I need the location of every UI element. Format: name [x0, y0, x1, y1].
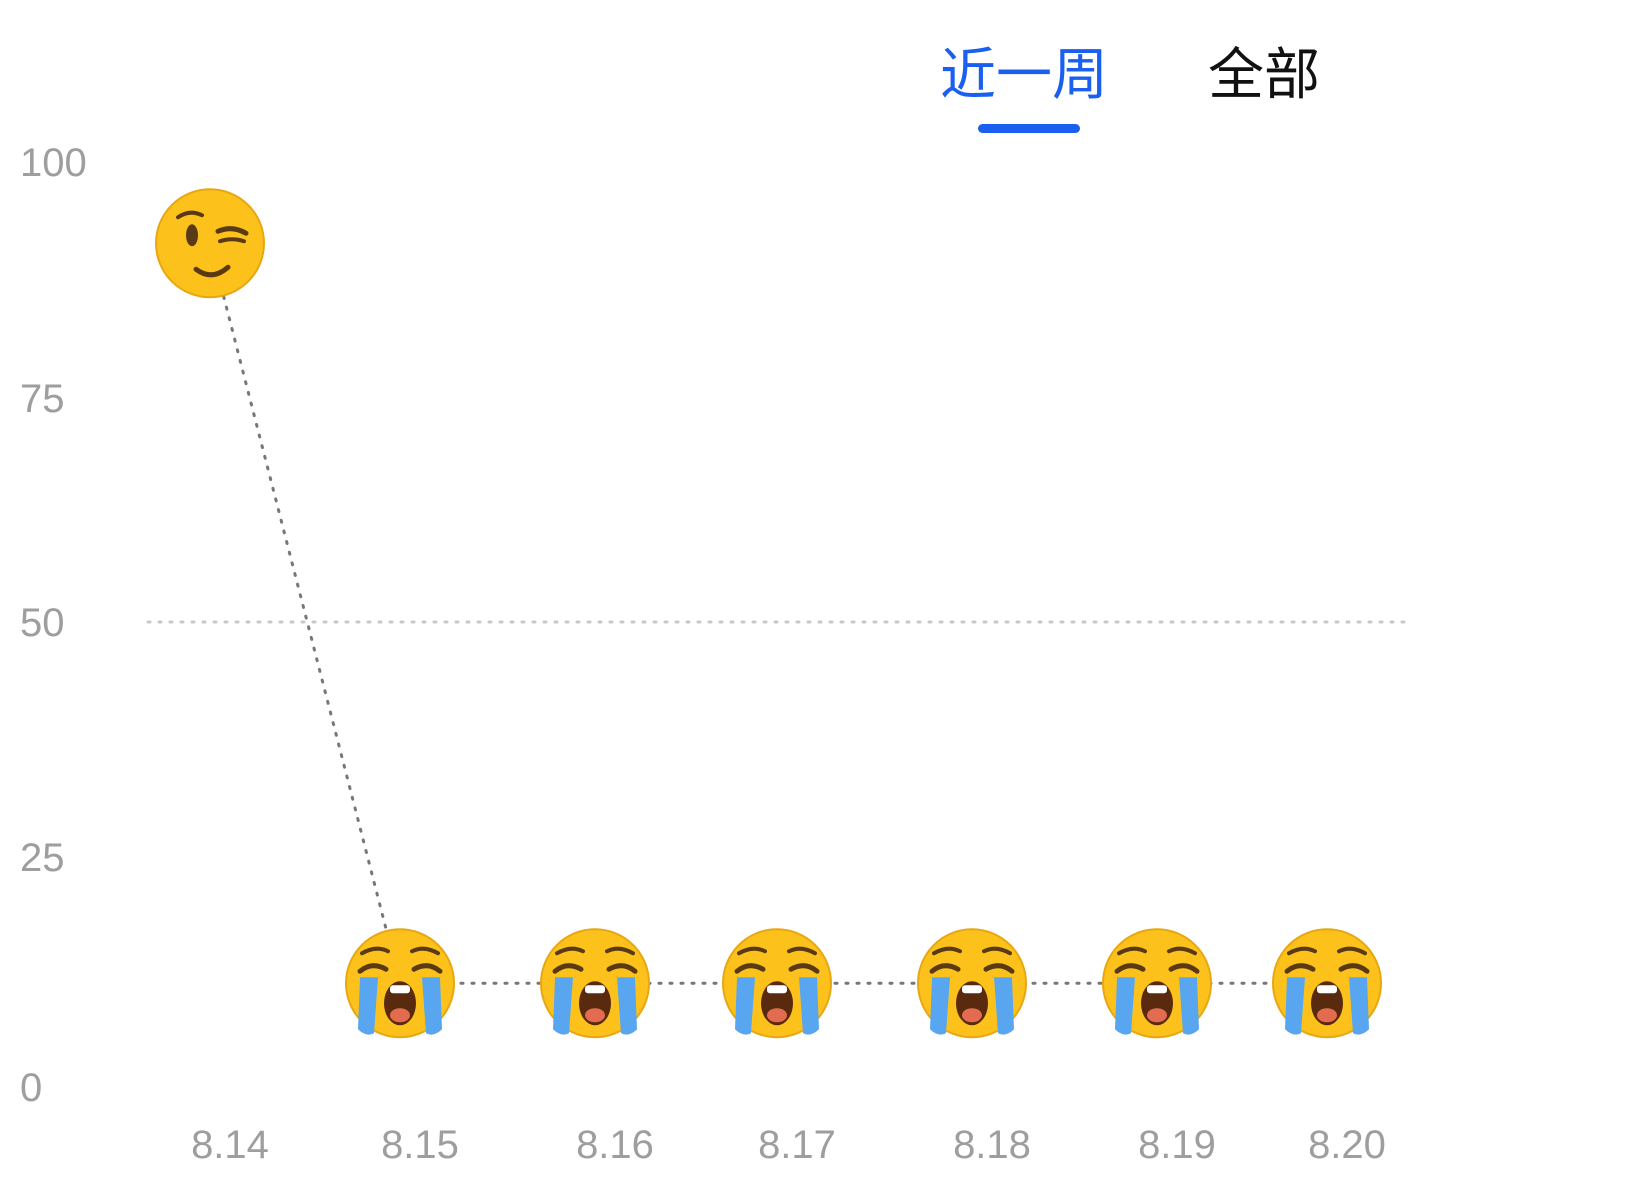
data-point [155, 188, 265, 299]
data-point [540, 928, 650, 1039]
data-point [1272, 928, 1382, 1039]
x-tick-label: 8.19 [1138, 1123, 1216, 1167]
y-tick-label: 0 [20, 1066, 42, 1110]
x-tick-label: 8.14 [191, 1123, 269, 1167]
y-tick-label: 100 [20, 141, 87, 185]
tab-recent-week[interactable]: 近一周 [940, 43, 1108, 108]
loudly-crying-face-icon [722, 928, 832, 1039]
x-tick-label: 8.16 [576, 1123, 654, 1167]
loudly-crying-face-icon [917, 928, 1027, 1039]
loudly-crying-face-icon [540, 928, 650, 1039]
tab-all[interactable]: 全部 [1208, 43, 1320, 108]
data-point [1102, 928, 1212, 1039]
y-tick-label: 75 [20, 377, 65, 421]
x-tick-label: 8.18 [953, 1123, 1031, 1167]
data-point [722, 928, 832, 1039]
winking-face-icon [155, 188, 265, 299]
data-point [345, 928, 455, 1039]
data-point [917, 928, 1027, 1039]
loudly-crying-face-icon [1272, 928, 1382, 1039]
y-tick-label: 50 [20, 601, 65, 645]
x-tick-label: 8.17 [758, 1123, 836, 1167]
time-range-tabs: 近一周 全部 [0, 36, 1633, 136]
loudly-crying-face-icon [1102, 928, 1212, 1039]
loudly-crying-face-icon [345, 928, 455, 1039]
active-tab-indicator [978, 124, 1080, 133]
x-tick-label: 8.20 [1308, 1123, 1386, 1167]
y-tick-label: 25 [20, 836, 65, 880]
series-line [208, 241, 1329, 985]
x-tick-label: 8.15 [381, 1123, 459, 1167]
